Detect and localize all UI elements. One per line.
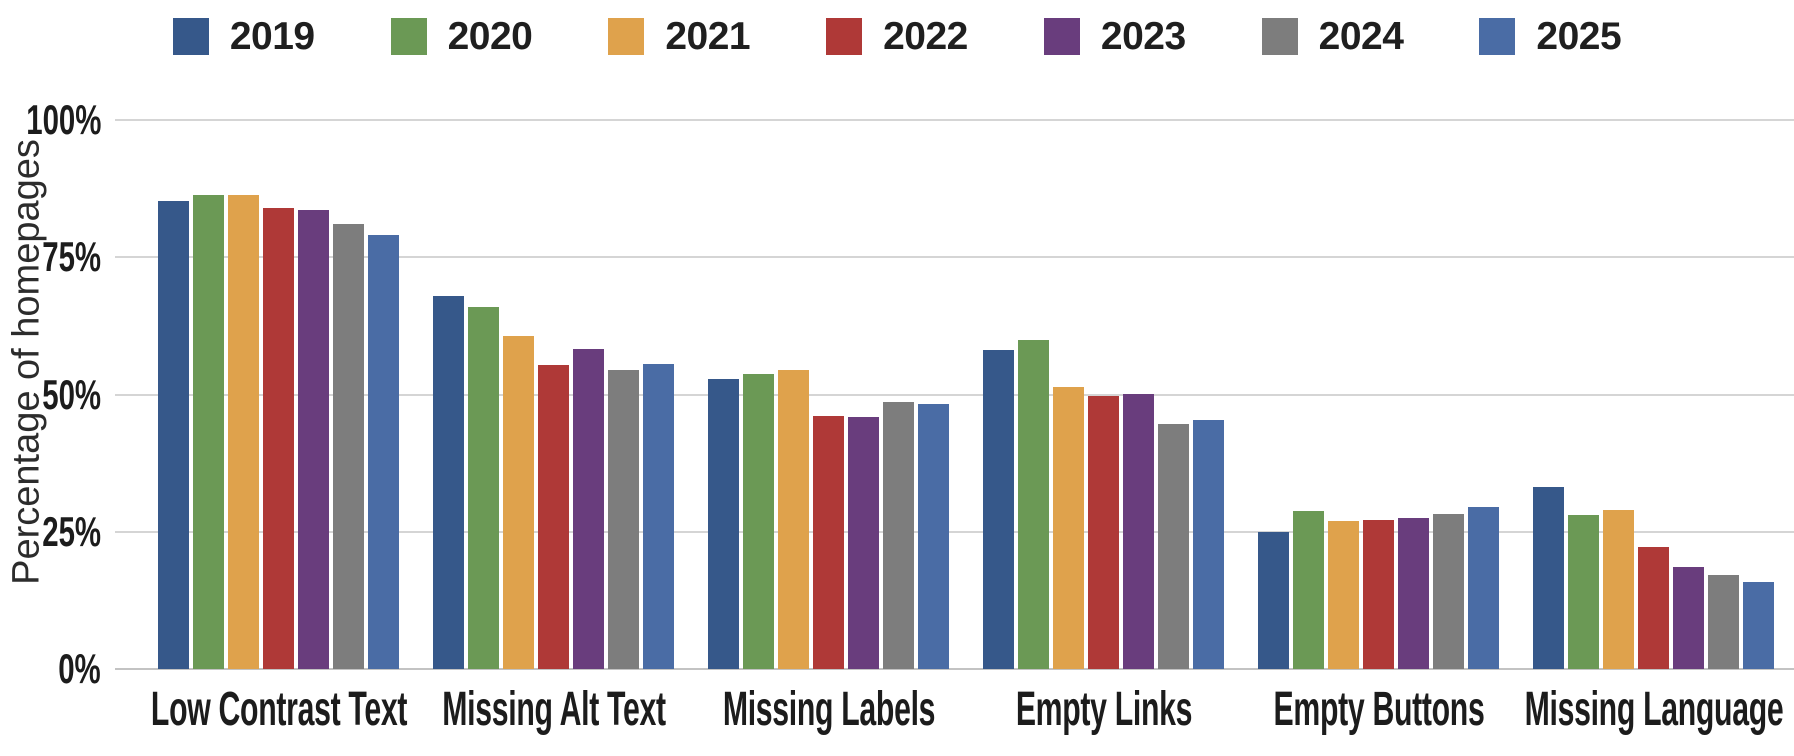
bar-2020 xyxy=(1568,515,1599,669)
legend-label: 2023 xyxy=(1100,14,1186,58)
category-label: Low Contrast Text xyxy=(150,683,407,736)
bar-2024 xyxy=(883,402,914,669)
bar-2021 xyxy=(1328,521,1359,669)
category-label: Empty Buttons xyxy=(1273,683,1484,736)
bar-2019 xyxy=(433,295,464,669)
bar-2022 xyxy=(813,415,844,669)
bar-2024 xyxy=(333,224,364,669)
bar-2024 xyxy=(1433,514,1464,669)
legend-swatch xyxy=(172,17,209,55)
gridline-100% xyxy=(115,119,1794,121)
bar-2025 xyxy=(1468,506,1499,669)
bar-2020 xyxy=(743,373,774,669)
bar-2022 xyxy=(538,364,569,669)
legend-item-2024: 2024 xyxy=(1261,14,1404,58)
bar-2019 xyxy=(983,350,1014,669)
bar-2020 xyxy=(1018,340,1049,669)
category-label: Empty Links xyxy=(1015,683,1192,736)
bar-2023 xyxy=(298,210,329,669)
y-tick-label: 50% xyxy=(42,370,101,418)
plot-area: Low Contrast Text Missing Alt Text Missing… xyxy=(26,99,1794,734)
bar-2025 xyxy=(918,404,949,669)
legend-label: 2020 xyxy=(447,14,533,58)
legend-label: 2022 xyxy=(883,14,968,58)
bar-2021 xyxy=(1053,387,1084,669)
legend-swatch xyxy=(1479,17,1516,55)
bar-2023 xyxy=(1398,518,1429,669)
legend-swatch xyxy=(1261,17,1298,55)
bar-2020 xyxy=(1293,511,1324,669)
bar-2021 xyxy=(228,194,259,669)
y-tick-label: 0% xyxy=(58,645,101,692)
bar-2021 xyxy=(503,336,534,669)
bar-2019 xyxy=(158,200,189,669)
bar-2025 xyxy=(1193,419,1224,669)
bar-2023 xyxy=(1123,393,1154,669)
legend-item-2020: 2020 xyxy=(390,14,533,58)
legend-item-2021: 2021 xyxy=(608,14,751,58)
gridline-75% xyxy=(115,256,1794,259)
y-tick-label: 100% xyxy=(25,96,101,143)
legend-item-2019: 2019 xyxy=(172,14,315,58)
legend-swatch xyxy=(826,17,863,55)
bar-2024 xyxy=(1158,424,1189,669)
bars-container: Low Contrast Text Missing Alt Text Missing… xyxy=(115,120,1794,734)
bar-group-low-contrast-text: Low Contrast Text xyxy=(150,120,407,734)
y-tick-label: 75% xyxy=(42,233,101,281)
category-label: Missing Language xyxy=(1524,683,1783,736)
legend-item-2025: 2025 xyxy=(1479,14,1622,58)
legend-label: 2019 xyxy=(229,14,315,58)
gridline-0% xyxy=(115,668,1794,670)
bar-2024 xyxy=(1708,575,1739,669)
bar-group-missing-alt-text: Missing Alt Text xyxy=(433,120,674,734)
legend-swatch xyxy=(1043,17,1080,55)
legend-swatch xyxy=(608,17,645,55)
legend-item-2022: 2022 xyxy=(826,17,968,56)
legend-label: 2025 xyxy=(1536,14,1622,58)
bar-group-missing-language: Missing Language xyxy=(1524,120,1783,734)
legend-item-2023: 2023 xyxy=(1043,14,1186,58)
category-label: Missing Labels xyxy=(722,683,935,736)
bar-2022 xyxy=(1638,546,1669,669)
bar-2020 xyxy=(193,195,224,669)
legend-label: 2021 xyxy=(665,14,751,58)
bar-2021 xyxy=(778,370,809,669)
chart-legend: 2019 2020 2021 2022 2023 2024 2025 xyxy=(0,12,1794,60)
bar-2022 xyxy=(1363,519,1394,669)
bar-group-empty-links: Empty Links xyxy=(983,120,1224,734)
category-label: Missing Alt Text xyxy=(441,683,666,736)
bar-2022 xyxy=(263,208,294,669)
bar-2025 xyxy=(368,234,399,669)
legend-label: 2024 xyxy=(1318,14,1404,58)
legend-swatch xyxy=(390,17,427,55)
bar-2025 xyxy=(643,364,674,669)
bar-2023 xyxy=(848,417,879,669)
bar-2025 xyxy=(1743,582,1774,669)
bar-group-missing-labels: Missing Labels xyxy=(708,120,949,734)
gridline-25% xyxy=(115,530,1794,533)
bar-2021 xyxy=(1603,510,1634,669)
gridline-50% xyxy=(115,393,1794,396)
y-tick-label: 25% xyxy=(42,507,101,555)
bar-2019 xyxy=(1258,531,1289,669)
bar-group-empty-buttons: Empty Buttons xyxy=(1258,120,1499,734)
bar-2022 xyxy=(1088,396,1119,669)
bar-2019 xyxy=(708,379,739,669)
bar-2023 xyxy=(1673,566,1704,669)
bar-2019 xyxy=(1533,487,1564,669)
bar-2023 xyxy=(573,349,604,669)
bar-2020 xyxy=(468,306,499,669)
bar-2024 xyxy=(608,369,639,669)
